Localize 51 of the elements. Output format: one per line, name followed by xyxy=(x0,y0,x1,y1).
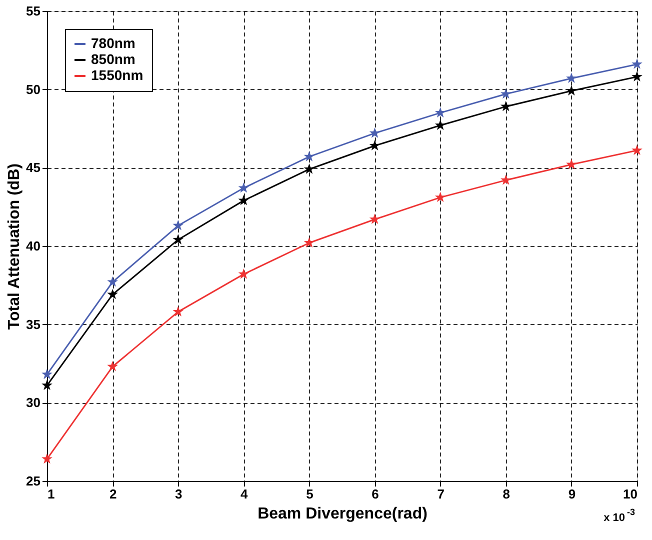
point xyxy=(500,100,512,112)
point xyxy=(434,192,446,202)
point xyxy=(434,107,446,118)
x-tick-label: 5 xyxy=(306,486,314,502)
y-tick-label: 40 xyxy=(26,238,40,254)
point xyxy=(304,237,315,248)
y-tick-label: 30 xyxy=(26,395,40,410)
point xyxy=(500,174,512,185)
point xyxy=(42,453,52,464)
y-tick-label: 55 xyxy=(26,4,40,18)
x-tick-label: 3 xyxy=(174,486,182,502)
y-tick-label: 50 xyxy=(26,82,40,97)
x-axis-title: Beam Divergence(rad) xyxy=(258,506,428,522)
point xyxy=(107,288,118,300)
point xyxy=(172,306,184,316)
x-tick-label: 7 xyxy=(437,486,444,502)
legend-label: 780nm xyxy=(91,35,136,51)
point xyxy=(238,194,250,206)
point xyxy=(238,182,250,193)
point xyxy=(632,58,642,69)
x-tick-label: 6 xyxy=(372,486,379,502)
point xyxy=(566,85,577,96)
y-tick-label: 35 xyxy=(26,316,40,332)
point xyxy=(369,140,380,150)
point xyxy=(304,151,315,162)
point xyxy=(172,220,184,230)
point xyxy=(42,368,52,380)
point xyxy=(107,276,118,287)
point xyxy=(632,144,642,156)
point xyxy=(632,71,642,82)
x-tick-label: 10 xyxy=(623,486,638,502)
x-tick-label: 1 xyxy=(48,486,55,502)
point xyxy=(369,128,380,138)
y-tick-label: 25 xyxy=(26,474,40,488)
point xyxy=(369,214,380,224)
x-tick-label: 2 xyxy=(109,486,117,502)
point xyxy=(304,164,315,174)
x-tick-label: 4 xyxy=(240,486,249,502)
point xyxy=(566,158,577,170)
legend-label: 850nm xyxy=(91,51,136,67)
y-axis-title: Total Attenuation (dB) xyxy=(6,163,24,330)
point xyxy=(42,380,52,390)
point xyxy=(500,88,512,99)
point xyxy=(566,72,577,83)
x-tick-label: 8 xyxy=(502,486,510,502)
point xyxy=(238,268,250,279)
legend-label: 1550nm xyxy=(91,67,144,83)
y-tick-label: 45 xyxy=(26,160,40,176)
point xyxy=(172,234,184,244)
point xyxy=(107,360,118,372)
x-tick-label: 9 xyxy=(568,486,576,502)
